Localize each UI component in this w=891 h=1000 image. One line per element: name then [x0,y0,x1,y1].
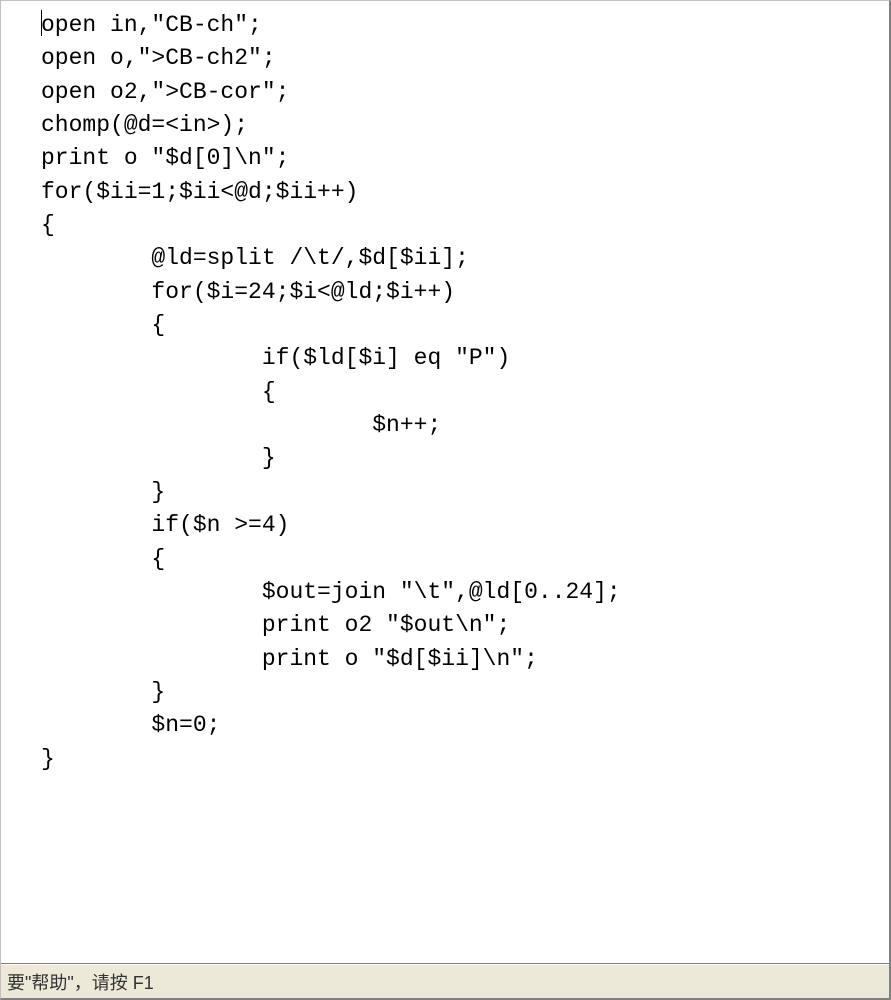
status-bar-text: 要"帮助"，请按 F1 [7,969,154,995]
code-content[interactable]: open in,"CB-ch"; open o,">CB-ch2"; open … [41,9,877,776]
status-bar: 要"帮助"，请按 F1 [1,964,889,998]
code-editor-area[interactable]: open in,"CB-ch"; open o,">CB-ch2"; open … [1,1,889,964]
